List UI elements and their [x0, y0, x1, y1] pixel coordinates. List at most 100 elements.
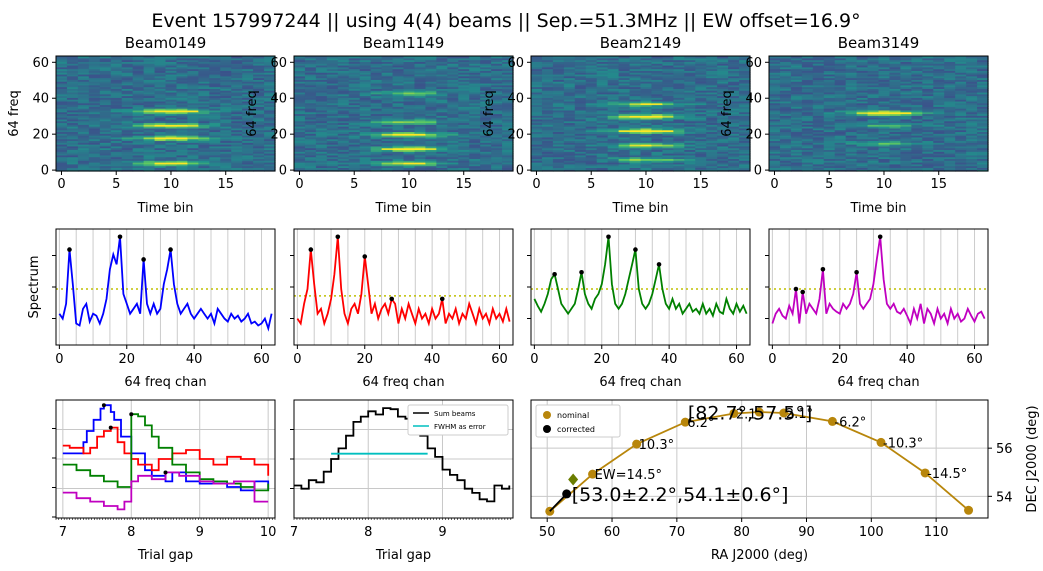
heatmap-cell: [531, 142, 543, 145]
heatmap-cell: [88, 167, 101, 170]
heatmap-cell: [99, 153, 112, 156]
heatmap-cell: [585, 135, 598, 138]
heatmap-cell: [629, 108, 642, 111]
heatmap-cell: [425, 90, 437, 93]
heatmap-cell: [684, 140, 696, 143]
heatmap-cell: [922, 165, 934, 169]
heatmap-cell: [480, 156, 492, 160]
heatmap-cell: [502, 63, 514, 66]
heatmap-cell: [176, 70, 188, 73]
heatmap-cell: [187, 133, 199, 136]
heatmap-cell: [673, 59, 685, 62]
heatmap-cell: [955, 165, 967, 169]
heatmap-cell: [878, 162, 891, 165]
heatmap-cell: [392, 122, 405, 125]
heatmap-cell: [359, 127, 372, 131]
heatmap-cell: [845, 118, 858, 122]
heatmap-cell: [176, 145, 188, 149]
heatmap-cell: [563, 145, 576, 149]
heatmap-cell: [77, 115, 90, 118]
heatmap-cell: [458, 127, 470, 131]
heatmap-cell: [66, 57, 79, 61]
heatmap-cell: [99, 140, 112, 143]
heatmap-cell: [823, 160, 836, 163]
heatmap-cell: [253, 63, 265, 66]
heatmap-cell: [502, 118, 514, 122]
heatmap-cell: [889, 73, 901, 77]
heatmap-cell: [900, 97, 912, 100]
heatmap-cell: [596, 99, 609, 102]
heatmap-cell: [242, 149, 254, 152]
heatmap-cell: [187, 162, 199, 165]
heatmap-cell: [531, 99, 543, 102]
heatmap-cell: [717, 68, 729, 71]
heatmap-cell: [326, 142, 339, 145]
heatmap-cell: [154, 138, 167, 142]
heatmap-cell: [110, 93, 123, 97]
heatmap-cell: [99, 111, 112, 115]
heatmap-cell: [132, 126, 145, 129]
heatmap-cell: [381, 95, 394, 98]
heatmap-cell: [673, 61, 685, 64]
heatmap-cell: [491, 86, 503, 89]
heatmap-cell: [359, 77, 372, 80]
y-axis-label: 64 freq: [482, 90, 497, 137]
heatmap-cell: [403, 91, 416, 95]
heatmap-cell: [662, 144, 674, 147]
heatmap-cell: [253, 127, 265, 131]
heatmap-cell: [966, 153, 978, 156]
heatmap-cell: [673, 120, 685, 124]
heatmap-cell: [695, 131, 707, 134]
heatmap-cell: [315, 70, 328, 73]
heatmap-cell: [552, 97, 565, 100]
heatmap-cell: [834, 81, 847, 84]
heatmap-cell: [684, 115, 696, 118]
heatmap-cell: [381, 113, 394, 116]
heatmap-cell: [629, 136, 642, 140]
heatmap-cell: [253, 167, 265, 170]
heatmap-cell: [348, 95, 361, 98]
heatmap-cell: [403, 56, 416, 59]
heatmap-cell: [176, 156, 188, 160]
heatmap-cell: [574, 131, 587, 134]
heatmap-cell: [165, 70, 178, 73]
heatmap-cell: [673, 95, 685, 98]
heatmap-cell: [154, 90, 167, 93]
heatmap-cell: [823, 106, 836, 109]
heatmap-cell: [337, 115, 350, 118]
heatmap-cell: [99, 91, 112, 95]
heatmap-cell: [56, 66, 68, 70]
heatmap-cell: [154, 127, 167, 131]
heatmap-cell: [779, 142, 792, 145]
heatmap-cell: [779, 138, 792, 142]
heatmap-cell: [56, 88, 68, 91]
heatmap-cell: [165, 100, 178, 104]
heatmap-cell: [176, 84, 188, 88]
heatmap-cell: [469, 99, 481, 102]
heatmap-cell: [370, 56, 383, 59]
heatmap-cell: [574, 117, 587, 120]
heatmap-cell: [294, 120, 306, 124]
heatmap-cell: [955, 135, 967, 138]
heatmap-cell: [563, 169, 576, 172]
heatmap-cell: [392, 135, 405, 138]
heatmap-cell: [911, 160, 923, 163]
heatmap-cell: [88, 117, 101, 120]
heatmap-cell: [856, 86, 869, 89]
heatmap-cell: [392, 115, 405, 118]
heatmap-cell: [563, 165, 576, 169]
heatmap-cell: [629, 63, 642, 66]
heatmap-cell: [392, 106, 405, 109]
heatmap-cell: [370, 160, 383, 163]
heatmap-cell: [790, 102, 803, 106]
heatmap-cell: [381, 129, 394, 133]
heatmap-cell: [695, 72, 707, 75]
heatmap-cell: [651, 102, 663, 106]
heatmap-cell: [56, 126, 68, 129]
heatmap-cell: [596, 59, 609, 62]
heatmap-cell: [491, 126, 503, 129]
heatmap-cell: [812, 169, 825, 172]
heatmap-cell: [607, 163, 620, 167]
heatmap-cell: [220, 135, 232, 138]
heatmap-cell: [370, 129, 383, 133]
